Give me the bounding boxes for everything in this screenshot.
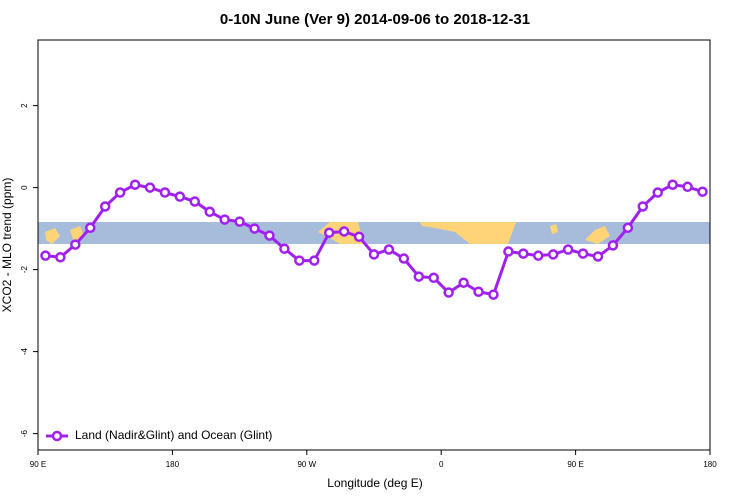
data-point xyxy=(309,255,320,266)
data-point xyxy=(637,201,649,212)
x-tick-label: 90 E xyxy=(567,460,583,469)
x-tick-label: 90 W xyxy=(297,460,316,469)
y-tick-label: 2 xyxy=(20,103,29,108)
data-point xyxy=(503,246,514,257)
y-axis-label: XCO2 - MLO trend (ppm) xyxy=(0,178,14,313)
chart-title: 0-10N June (Ver 9) 2014-09-06 to 2018-12… xyxy=(220,11,530,28)
data-point xyxy=(622,222,634,234)
data-point xyxy=(40,250,51,261)
x-tick-label: 180 xyxy=(703,460,717,469)
data-point xyxy=(607,240,619,251)
data-point xyxy=(473,286,484,297)
data-point xyxy=(219,214,230,225)
data-point xyxy=(398,253,410,264)
data-point xyxy=(99,201,111,212)
data-point xyxy=(518,248,529,259)
data-point xyxy=(114,187,126,198)
data-point xyxy=(562,244,574,255)
data-point xyxy=(159,187,171,198)
legend-label: Land (Nadir&Glint) and Ocean (Glint) xyxy=(75,428,272,442)
data-point xyxy=(547,249,559,260)
data-point xyxy=(279,243,290,254)
x-axis-label: Longitude (deg E) xyxy=(327,476,422,490)
data-point xyxy=(368,249,380,260)
data-point xyxy=(144,182,156,193)
data-point xyxy=(338,226,350,237)
data-point xyxy=(353,231,365,243)
data-point xyxy=(652,187,663,198)
data-point xyxy=(189,196,201,207)
x-tick-label: 0 xyxy=(439,460,444,469)
data-point xyxy=(413,271,425,282)
data-point xyxy=(129,179,141,190)
data-point xyxy=(458,277,469,288)
data-point xyxy=(234,216,245,227)
data-point xyxy=(383,244,395,255)
data-point xyxy=(533,250,544,261)
data-point xyxy=(264,230,275,241)
data-point xyxy=(204,206,215,218)
data-point xyxy=(682,181,693,193)
data-point xyxy=(85,222,96,234)
data-point xyxy=(488,289,499,300)
data-point xyxy=(70,239,81,250)
data-point xyxy=(592,251,604,262)
data-point xyxy=(577,248,589,259)
data-point xyxy=(667,179,678,190)
x-tick-label: 90 E xyxy=(30,460,46,469)
data-point xyxy=(323,227,335,238)
plot-frame xyxy=(37,39,711,451)
y-tick-label: 0 xyxy=(20,185,29,190)
data-point xyxy=(55,252,66,263)
y-tick-label: -6 xyxy=(20,429,29,437)
data-point xyxy=(697,186,708,197)
legend-marker xyxy=(51,430,63,442)
data-point xyxy=(443,287,454,298)
y-tick-label: -4 xyxy=(20,347,29,355)
x-tick-label: 180 xyxy=(166,460,180,469)
data-point xyxy=(174,191,186,202)
y-tick-label: -2 xyxy=(20,265,29,273)
data-point xyxy=(294,255,305,266)
data-point xyxy=(249,223,260,234)
data-point xyxy=(428,272,439,284)
map-strip xyxy=(38,222,710,244)
